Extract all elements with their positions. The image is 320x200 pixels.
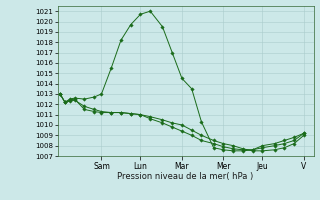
- X-axis label: Pression niveau de la mer( hPa ): Pression niveau de la mer( hPa ): [117, 172, 254, 181]
